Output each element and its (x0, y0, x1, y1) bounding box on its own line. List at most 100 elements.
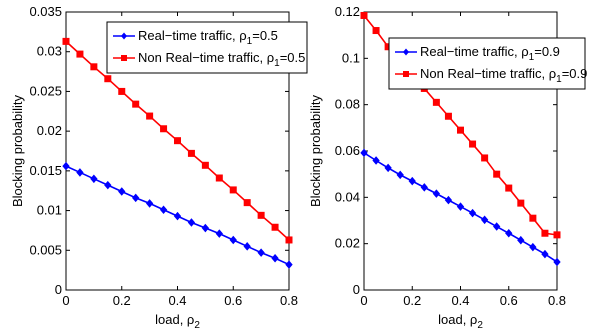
data-point-diamond (243, 242, 251, 251)
y-tick-label: 0.005 (29, 242, 62, 257)
data-point-diamond (187, 218, 196, 227)
data-point-square (505, 184, 513, 192)
data-point-diamond (396, 170, 404, 180)
data-point-diamond (517, 235, 525, 245)
legend-entry-name: Real−time traffic, ρ (420, 44, 529, 59)
y-tick-label: 0.04 (335, 189, 360, 204)
data-point-diamond (408, 176, 416, 186)
legend-entry-name: Real−time traffic, ρ (138, 28, 247, 43)
data-point-square (215, 174, 223, 182)
data-point-square (187, 149, 195, 157)
data-point-square (360, 11, 368, 19)
y-tick-label: 0 (353, 282, 360, 297)
x-axis-label-text: load, ρ (438, 312, 477, 327)
legend-swatch-marker (121, 55, 127, 61)
legend-swatch-marker (403, 48, 409, 56)
y-axis-label: Blocking probability (308, 95, 323, 208)
data-point-diamond (384, 163, 392, 173)
legend-entry-name: Non Real−time traffic, ρ (420, 66, 556, 81)
data-point-square (493, 170, 501, 178)
data-point-diamond (215, 229, 223, 238)
data-point-square (285, 236, 293, 244)
legend-entry-label: Real−time traffic, ρ1=0.5 (138, 28, 278, 47)
chart-panel-left: 0 0.005 0.01 0.015 0.02 0.025 0.03 0.035 0 0.2 0.4… (10, 4, 308, 331)
data-point-square (62, 37, 70, 45)
data-point-square (529, 214, 537, 222)
y-axis-label: Blocking probability (10, 95, 25, 208)
legend-entry-subscript: 1 (556, 74, 562, 85)
legend-entry-label: Non Real−time traffic, ρ1=0.5 (138, 50, 305, 69)
legend-entry-value: =0.9 (562, 66, 588, 81)
data-point-diamond (173, 211, 182, 221)
y-tick-label: 0.015 (29, 163, 62, 178)
y-tick-label: 0.02 (335, 236, 360, 251)
y-tick-label: 0.01 (37, 203, 62, 218)
data-point-diamond (201, 223, 210, 233)
data-point-square (229, 186, 237, 194)
data-point-diamond (529, 242, 537, 252)
data-point-diamond (360, 148, 368, 158)
x-tick-label: 0.8 (548, 293, 566, 308)
legend-entry-subscript: 1 (274, 58, 280, 69)
data-point-diamond (493, 222, 501, 231)
data-point-diamond (480, 215, 489, 225)
data-point-square (174, 137, 181, 145)
data-point-square (104, 75, 112, 83)
data-point-diamond (104, 180, 112, 190)
x-axis-label: load, ρ2 (155, 312, 200, 331)
x-axis-label-subscript: 2 (194, 320, 200, 331)
y-tick-label: 0.02 (37, 123, 62, 138)
data-point-diamond (541, 249, 549, 259)
data-point-diamond (432, 189, 441, 198)
y-tick-label: 0.035 (29, 4, 62, 19)
chart-panel-right: 0 0.02 0.04 0.06 0.08 0.1 0.12 0 0.2 0.4 0.6 0.8 loa… (308, 4, 587, 331)
data-point-square (541, 229, 549, 237)
data-point-square (243, 199, 251, 207)
legend-entry-subscript: 1 (529, 52, 535, 63)
x-axis-label: load, ρ2 (438, 312, 483, 331)
data-point-diamond (76, 168, 84, 177)
data-point-square (90, 63, 98, 71)
legend-entry-value: =0.5 (280, 50, 306, 65)
data-point-square (372, 27, 380, 35)
data-point-diamond (505, 228, 513, 238)
data-point-diamond (285, 260, 293, 269)
data-point-square (457, 126, 464, 134)
data-point-diamond (456, 202, 465, 211)
data-point-square (517, 199, 525, 207)
x-tick-label: 0.4 (168, 293, 186, 308)
x-tick-label: 0.6 (500, 293, 518, 308)
y-tick-label: 0.03 (37, 44, 62, 59)
data-point-diamond (271, 253, 279, 263)
legend-box (106, 21, 308, 74)
x-tick-label: 0.4 (451, 293, 469, 308)
x-tick-label: 0.2 (403, 293, 421, 308)
data-point-square (444, 112, 452, 120)
legend-entry-label: Real−time traffic, ρ1=0.9 (420, 44, 560, 63)
legend-entry-value: =0.9 (534, 44, 560, 59)
data-point-diamond (145, 199, 154, 208)
data-point-square (257, 211, 265, 219)
data-point-square (118, 87, 126, 95)
x-tick-label: 0 (360, 293, 367, 308)
x-axis-label-text: load, ρ (155, 312, 194, 327)
y-tick-label: 0.025 (29, 83, 62, 98)
data-point-diamond (229, 235, 237, 245)
data-point-square (146, 112, 154, 120)
legend-entry-subscript: 1 (247, 36, 253, 47)
y-tick-label: 0 (55, 282, 62, 297)
legend-entry-value: =0.5 (252, 28, 278, 43)
data-point-square (553, 231, 561, 239)
x-tick-label: 0.8 (280, 293, 298, 308)
data-point-diamond (118, 187, 126, 196)
x-axis-label-subscript: 2 (477, 320, 483, 331)
data-point-square (469, 140, 477, 148)
y-tick-label: 0.12 (335, 4, 360, 19)
data-point-diamond (468, 208, 477, 218)
y-tick-label: 0.08 (335, 97, 360, 112)
data-point-square (132, 100, 140, 108)
data-point-square (271, 223, 279, 231)
data-point-diamond (372, 156, 380, 165)
